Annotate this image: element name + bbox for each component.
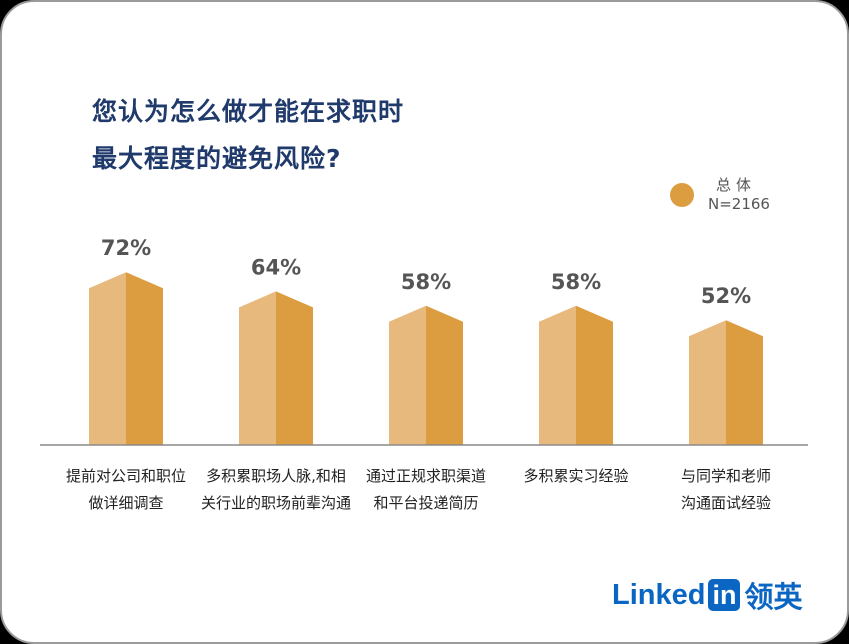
value-label-2: 64%	[251, 255, 301, 279]
bar-1-left-face	[89, 272, 126, 445]
bar-3-left-face	[389, 305, 426, 445]
chart-title-line-1: 您认为怎么做才能在求职时	[92, 97, 405, 126]
legend-series-name: 总体	[716, 176, 757, 194]
bar-2-right-face	[276, 291, 313, 445]
value-label-3: 58%	[401, 270, 451, 294]
value-label-5: 52%	[701, 284, 751, 308]
category-label-1-line-1: 提前对公司和职位	[66, 467, 186, 485]
bar-4-right-face	[576, 305, 613, 445]
category-label-5-line-1: 与同学和老师	[681, 467, 771, 485]
category-label-3-line-2: 和平台投递简历	[373, 494, 478, 512]
legend-swatch	[670, 183, 694, 207]
category-label-5-line-2: 沟通面试经验	[681, 494, 771, 512]
category-label-2-line-2: 关行业的职场前辈沟通	[201, 494, 351, 512]
logo-in-badge: in	[708, 579, 741, 611]
legend: 总体 N=2166	[670, 176, 770, 214]
bar-group: 72% 64% 58% 58% 52%	[89, 236, 763, 445]
linkedin-logo: Linked in 领英	[612, 574, 802, 616]
logo-chinese-text: 领英	[744, 580, 803, 614]
bar-5-right-face	[726, 320, 763, 445]
legend-sample-size: N=2166	[708, 195, 770, 213]
bar-1-right-face	[126, 272, 163, 445]
category-label-1-line-2: 做详细调查	[88, 494, 163, 512]
chart-title: 您认为怎么做才能在求职时 最大程度的避免风险?	[92, 88, 404, 182]
value-label-4: 58%	[551, 270, 601, 294]
logo-linked-text: Linked	[612, 578, 706, 611]
bar-5-left-face	[689, 320, 726, 445]
category-label-4-line-1: 多积累实习经验	[523, 467, 628, 485]
chart-title-line-2: 最大程度的避免风险?	[92, 144, 342, 173]
bar-3-right-face	[426, 305, 463, 445]
value-label-1: 72%	[101, 236, 151, 260]
bar-4-left-face	[539, 305, 576, 445]
category-label-2-line-1: 多积累职场人脉,和相	[206, 467, 346, 485]
bar-2-left-face	[239, 291, 276, 445]
category-label-3-line-1: 通过正规求职渠道	[366, 467, 486, 485]
